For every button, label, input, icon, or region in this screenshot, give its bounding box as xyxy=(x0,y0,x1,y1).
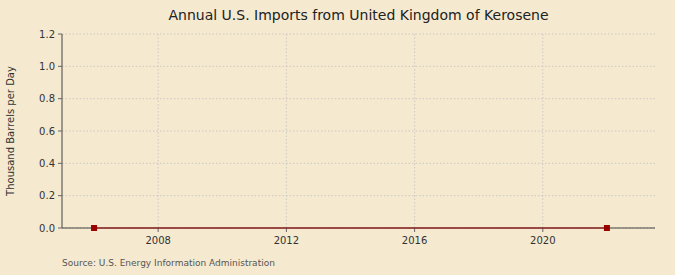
grid-line-x xyxy=(542,34,543,228)
y-tick-label: 0.0 xyxy=(39,223,55,234)
x-tick-label: 2008 xyxy=(145,235,170,246)
chart: 0.0 0.2 0.4 0.6 0.8 1.0 1.2 2008 2012 2016 2020 Ann… xyxy=(0,0,675,275)
x-tick xyxy=(158,228,159,232)
y-tick-label: 1.2 xyxy=(39,29,55,40)
x-tick-label: 2020 xyxy=(530,235,555,246)
grid-line-y xyxy=(62,66,655,67)
plot-area xyxy=(91,225,610,231)
grid-line-y xyxy=(62,195,655,196)
x-tick xyxy=(414,228,415,232)
x-tick xyxy=(542,228,543,232)
grid-line-y xyxy=(62,131,655,132)
grid xyxy=(62,34,655,228)
grid-line-y xyxy=(62,228,655,229)
grid-line-x xyxy=(414,34,415,228)
grid-line-y xyxy=(62,163,655,164)
x-tick xyxy=(286,228,287,232)
y-tick-label: 0.2 xyxy=(39,190,55,201)
y-tick xyxy=(58,163,62,164)
y-tick-label: 0.8 xyxy=(39,93,55,104)
grid-line-y xyxy=(62,98,655,99)
y-tick xyxy=(58,228,62,229)
y-axis-label: Thousand Barrels per Day xyxy=(5,66,16,197)
y-tick xyxy=(58,131,62,132)
x-tick-label: 2016 xyxy=(402,235,427,246)
grid-line-x xyxy=(158,34,159,228)
y-tick xyxy=(58,98,62,99)
chart-container: 0.0 0.2 0.4 0.6 0.8 1.0 1.2 2008 2012 2016 2020 Ann… xyxy=(0,0,675,275)
y-tick xyxy=(58,66,62,67)
marker xyxy=(91,225,97,231)
y-tick-label: 0.6 xyxy=(39,126,55,137)
source: Source: U.S. Energy Information Administ… xyxy=(62,258,275,268)
grid-line-y xyxy=(62,34,655,35)
line xyxy=(94,227,607,228)
grid-line-x xyxy=(286,34,287,228)
y-tick-label: 1.0 xyxy=(39,61,55,72)
title: Annual U.S. Imports from United Kingdom … xyxy=(168,7,548,23)
x-tick-label: 2012 xyxy=(274,235,299,246)
axes: 0.0 0.2 0.4 0.6 0.8 1.0 1.2 2008 2012 2016 2020 xyxy=(39,29,655,247)
y-tick-label: 0.4 xyxy=(39,158,55,169)
x-axis-line xyxy=(62,228,655,229)
y-tick xyxy=(58,34,62,35)
marker xyxy=(604,225,610,231)
y-tick xyxy=(58,195,62,196)
